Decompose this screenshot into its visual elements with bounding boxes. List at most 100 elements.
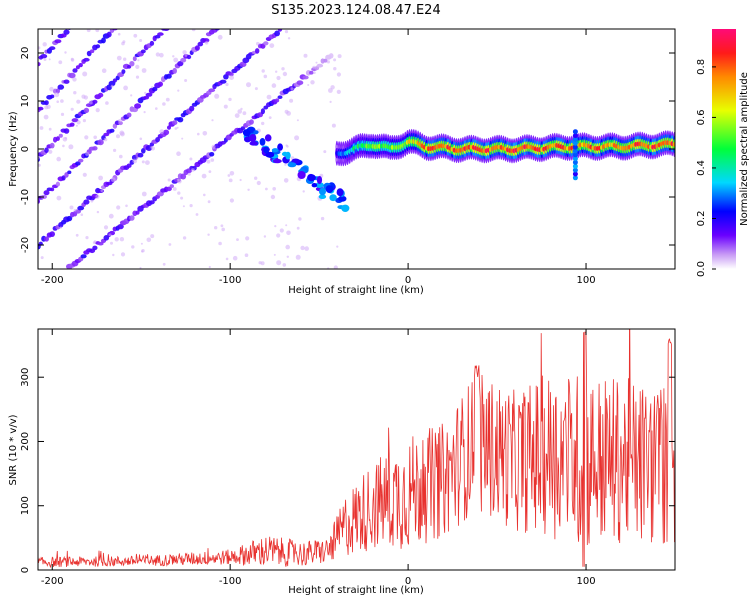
heatmap-cell: [97, 139, 104, 146]
heatmap-cell: [83, 95, 88, 100]
heatmap-cell: [48, 127, 52, 131]
heatmap-cell: [60, 99, 64, 103]
heatmap-cell: [275, 98, 280, 103]
heatmap-cell: [336, 188, 344, 197]
heatmap-cell: [254, 87, 258, 91]
heatmap-cell: [177, 89, 180, 92]
heatmap-cell: [155, 52, 160, 57]
heatmap-cell: [177, 117, 184, 123]
heatmap-cell: [172, 187, 177, 191]
heatmap-cell: [211, 119, 214, 122]
heatmap-cell: [44, 105, 49, 110]
heatmap-cell: [223, 74, 229, 80]
heatmap-cell: [234, 113, 240, 118]
heatmap-cell: [49, 142, 55, 149]
heatmap-cell: [56, 156, 61, 162]
heatmap-cell: [255, 41, 260, 46]
heatmap-cell: [303, 53, 308, 58]
heatmap-cell: [69, 205, 74, 210]
heatmap-cell: [264, 134, 272, 142]
y-tick-label: 300: [20, 368, 31, 387]
heatmap-cell: [73, 91, 77, 95]
heatmap-cell: [84, 135, 89, 140]
heatmap-cell: [197, 41, 204, 47]
heatmap-cell: [197, 132, 200, 136]
heatmap-cell: [93, 135, 97, 140]
heatmap-cell: [117, 32, 121, 36]
heatmap-cell: [43, 58, 47, 61]
heatmap-cell: [279, 228, 284, 233]
heatmap-cell: [263, 74, 268, 79]
heatmap-cell: [572, 175, 578, 181]
heatmap-cell: [253, 130, 259, 135]
heatmap-cell: [244, 253, 249, 257]
heatmap-cell: [126, 112, 132, 118]
heatmap-cell: [270, 194, 276, 200]
heatmap-cell: [60, 112, 65, 116]
heatmap-cell: [218, 24, 222, 28]
heatmap-cell: [42, 42, 47, 47]
heatmap-cell: [316, 176, 323, 184]
heatmap-cell: [168, 243, 172, 246]
colorbar-tick-label: 0.6: [696, 109, 707, 125]
heatmap-cell: [298, 217, 302, 221]
heatmap-cell: [108, 233, 112, 237]
heatmap-cell: [328, 88, 333, 93]
heatmap-cell: [165, 97, 170, 102]
heatmap-cell: [43, 114, 49, 120]
heatmap-cell: [286, 111, 291, 116]
heatmap-cell: [135, 210, 140, 215]
heatmap-cell: [261, 121, 265, 126]
heatmap-cell: [207, 200, 211, 204]
heatmap-cell: [116, 205, 121, 210]
heatmap-cell: [86, 29, 91, 33]
heatmap-cell: [118, 19, 123, 24]
heatmap-cell: [227, 174, 231, 177]
heatmap-cell: [283, 178, 289, 183]
heatmap-cell: [336, 245, 339, 248]
heatmap-cell: [187, 172, 191, 176]
heatmap-cell: [95, 44, 101, 49]
heatmap-cell: [228, 97, 232, 102]
heatmap-cell: [44, 236, 49, 242]
heatmap-cell: [206, 159, 211, 164]
heatmap-cell: [325, 185, 334, 194]
heatmap-cell: [255, 48, 260, 54]
heatmap-cell: [333, 58, 337, 62]
heatmap-cell: [285, 244, 291, 250]
heatmap-cell: [307, 174, 316, 182]
x-tick-label: 0: [405, 275, 411, 286]
heatmap-cell: [119, 237, 125, 242]
heatmap-cell: [320, 216, 325, 221]
heatmap-cell: [167, 125, 171, 130]
heatmap-cell: [304, 246, 310, 251]
heatmap-cell: [163, 129, 170, 136]
heatmap-cell: [284, 21, 288, 25]
heatmap-cell: [63, 79, 70, 84]
heatmap-cell: [68, 72, 76, 79]
heatmap-cell: [49, 46, 56, 51]
heatmap-cell: [296, 226, 300, 230]
heatmap-cell: [48, 149, 53, 154]
heatmap-cell: [229, 171, 235, 176]
heatmap-cell: [83, 57, 90, 62]
heatmap-cell: [173, 57, 179, 63]
x-tick-label: 100: [576, 576, 595, 587]
heatmap-cell: [272, 187, 277, 191]
heatmap-cell: [274, 225, 277, 228]
heatmap-cell: [337, 54, 342, 59]
heatmap-cell: [282, 71, 288, 77]
heatmap-cell: [71, 118, 79, 123]
heatmap-cell: [55, 181, 61, 187]
heatmap-cell: [97, 92, 104, 98]
heatmap-cell: [119, 130, 125, 136]
heatmap-cell: [182, 236, 187, 240]
heatmap-cell: [333, 265, 338, 269]
spectrogram-x-label: Height of straight line (km): [288, 285, 424, 296]
heatmap-cell: [103, 137, 108, 142]
heatmap-cell: [92, 245, 98, 251]
heatmap-cell: [266, 94, 272, 100]
heatmap-cell: [177, 191, 181, 195]
